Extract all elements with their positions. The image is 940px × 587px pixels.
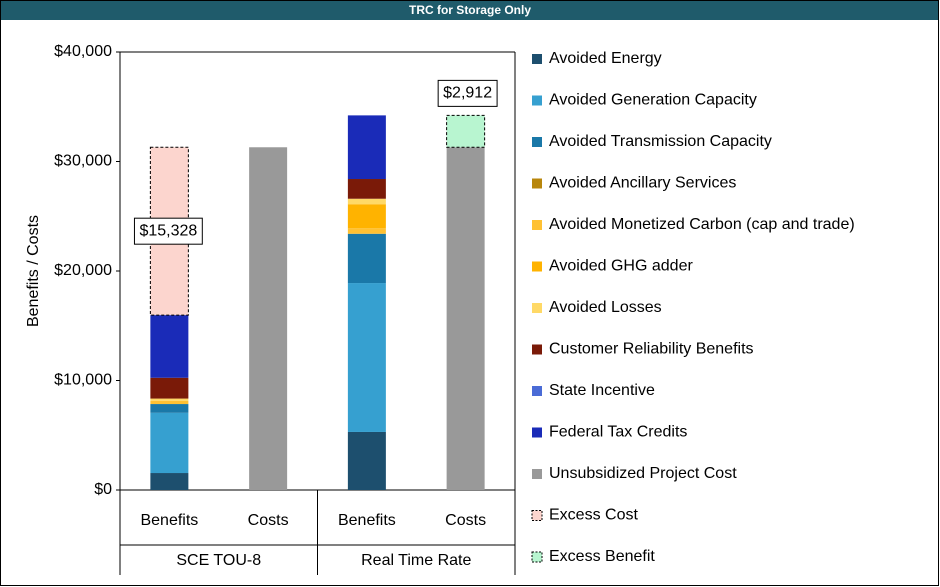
bar-segment — [446, 114, 486, 148]
y-tick-label: $40,000 — [54, 43, 112, 60]
value-label-box — [437, 79, 498, 107]
y-tick-label: $20,000 — [54, 262, 112, 279]
legend-label: Federal Tax Credits — [549, 424, 687, 441]
bar-segment — [150, 398, 189, 401]
legend-label: Avoided Ancillary Services — [549, 175, 736, 192]
bar-segment — [150, 404, 189, 413]
value-label-box — [133, 217, 203, 245]
legend-label: Avoided Losses — [549, 299, 662, 316]
x-tick-label: Costs — [445, 512, 486, 529]
title-bar — [1, 1, 938, 20]
legend-label: Avoided Monetized Carbon (cap and trade) — [549, 216, 855, 233]
legend-swatch — [532, 303, 542, 313]
legend-swatch — [532, 386, 542, 396]
y-axis-label: Benefits / Costs — [25, 215, 42, 327]
y-tick-label: $10,000 — [54, 372, 112, 389]
bar-segment — [347, 283, 386, 432]
bar-segment — [150, 315, 189, 378]
legend-swatch — [531, 551, 543, 563]
x-tick-label: Benefits — [140, 512, 198, 529]
legend-swatch — [531, 510, 543, 521]
legend-label: Excess Cost — [549, 507, 638, 524]
legend-label: Customer Reliability Benefits — [549, 341, 754, 358]
legend-label: Avoided GHG adder — [549, 258, 693, 275]
bar-segment — [347, 233, 386, 284]
bar-segment — [150, 412, 189, 474]
legend-swatch — [532, 427, 542, 438]
legend-swatch — [532, 220, 542, 230]
y-tick-label: $30,000 — [54, 153, 112, 170]
bar-segment — [446, 147, 485, 490]
bar-segment — [347, 431, 386, 490]
bar-segment — [347, 228, 386, 234]
value-label: $2,912 — [443, 85, 492, 102]
legend-label: Unsubsidized Project Cost — [549, 465, 737, 482]
legend-swatch — [532, 54, 542, 64]
legend-swatch — [532, 95, 542, 106]
bar-segment — [347, 115, 386, 180]
legend-label: Avoided Generation Capacity — [549, 92, 757, 109]
x-tick-label: Costs — [248, 512, 289, 529]
group-label: SCE TOU-8 — [176, 552, 261, 569]
legend-swatch — [532, 344, 542, 355]
legend-swatch — [532, 137, 542, 147]
bar-segment — [249, 147, 288, 490]
group-label: Real Time Rate — [361, 552, 471, 569]
value-label: $15,328 — [139, 222, 197, 239]
x-tick-label: Benefits — [338, 512, 396, 529]
bar-segment — [347, 179, 386, 199]
legend-swatch — [532, 469, 542, 479]
legend-label: State Incentive — [549, 382, 655, 399]
bar-segment — [150, 473, 189, 490]
bar-segment — [150, 377, 189, 399]
chart-title: TRC for Storage Only — [409, 3, 531, 17]
bar-segment — [347, 198, 386, 205]
bar-segment — [150, 400, 189, 405]
bar-segment — [347, 204, 386, 229]
legend-swatch — [532, 261, 542, 272]
legend-label: Excess Benefit — [549, 548, 655, 565]
legend-label: Avoided Transmission Capacity — [549, 133, 772, 150]
y-tick-label: $0 — [94, 481, 112, 498]
legend-label: Avoided Energy — [549, 50, 662, 67]
legend-swatch — [532, 178, 542, 189]
